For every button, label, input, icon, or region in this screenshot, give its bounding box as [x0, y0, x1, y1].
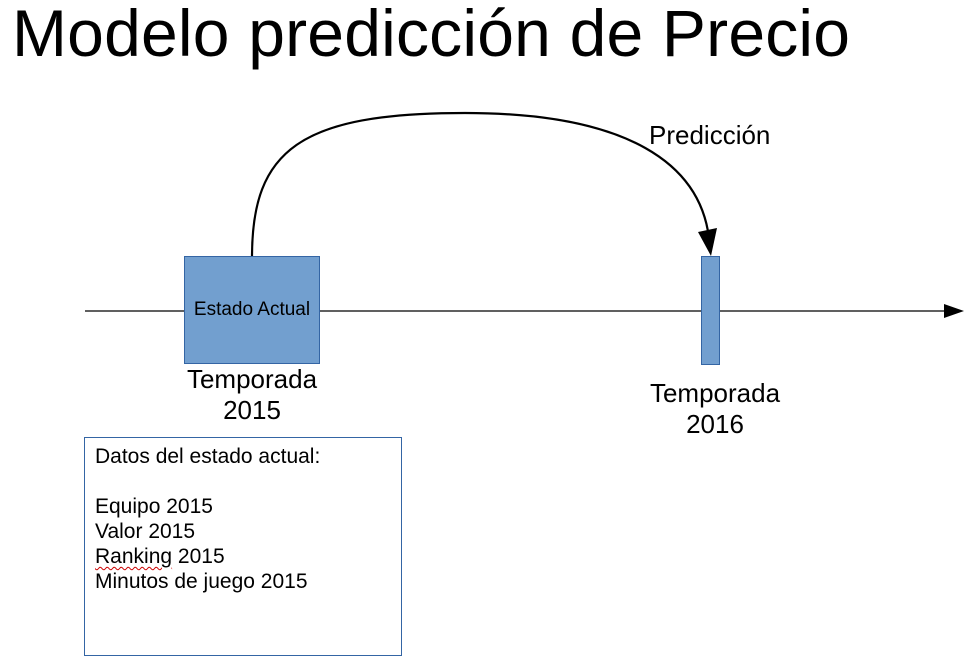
data-item-year: 2015 [177, 545, 225, 568]
data-item-year: 2015 [166, 495, 213, 518]
data-item-word: Valor [95, 520, 143, 543]
current-data-box: Datos del estado actual: Equipo 2015 Val… [84, 437, 402, 656]
page-title: Modelo predicción de Precio [12, 0, 851, 70]
prediction-arrowhead [698, 228, 717, 256]
data-item-valor: Valor 2015 [95, 519, 391, 544]
target-state-marker [701, 256, 720, 365]
season-2015-year: 2015 [223, 395, 281, 425]
season-2016-word: Temporada [649, 378, 781, 408]
data-item-word: Ranking [95, 545, 173, 568]
season-2015-word: Temporada [186, 364, 318, 394]
data-box-heading: Datos del estado actual: [95, 445, 321, 468]
prediction-label: Predicción [649, 120, 771, 150]
season-2016-year: 2016 [686, 409, 744, 439]
current-state-label: Estado Actual [193, 299, 311, 320]
season-2015-label: Temporada 2015 [152, 364, 352, 426]
data-item-minutos: Minutos de juego 2015 [95, 569, 391, 594]
prediction-arc [250, 111, 711, 258]
data-item-year: 2015 [148, 520, 196, 543]
season-2016-label: Temporada 2016 [615, 378, 815, 440]
data-item-ranking: Ranking 2015 [95, 544, 391, 569]
current-state-box: Estado Actual [184, 256, 320, 364]
data-item-year: 2015 [260, 570, 308, 593]
timeline-arrowhead [944, 304, 964, 318]
data-item-word: Minutos de juego [95, 570, 255, 593]
data-item-equipo: Equipo 2015 [95, 494, 391, 519]
data-item-word: Equipo [95, 495, 161, 518]
